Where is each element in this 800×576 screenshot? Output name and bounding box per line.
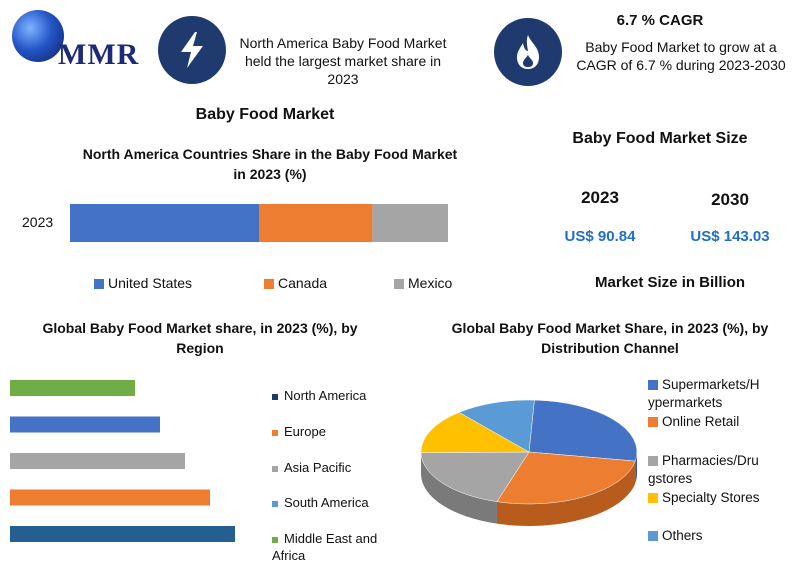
- region-bar-chart: [10, 380, 235, 542]
- legend-others: Others: [648, 528, 703, 543]
- market-size-footer: Market Size in Billion: [594, 274, 746, 291]
- pie-side-1: [496, 461, 636, 526]
- legend-mexico: Mexico: [394, 275, 452, 291]
- legend-swatch: [648, 493, 658, 504]
- legend-specialty-stores: Specialty Stores: [648, 490, 760, 505]
- pie-slice-supermarkets-hypermarkets: [528, 399, 638, 462]
- stacked-segment-mexico: [372, 204, 448, 242]
- pie-chart-title: Global Baby Food Market Share, in 2023 (…: [451, 320, 769, 356]
- legend-swatch: [272, 393, 278, 400]
- cagr-text: Baby Food Market to grow at a CAGR of 6.…: [576, 39, 786, 73]
- region-chart-title: Global Baby Food Market share, in 2023 (…: [42, 320, 358, 356]
- year-2023: 2023: [581, 188, 619, 207]
- legend-supermarkets: Supermarkets/H ypermarkets: [648, 377, 760, 410]
- legend-swatch: [648, 380, 658, 391]
- pie-side-0: [635, 452, 637, 484]
- legend-canada: Canada: [264, 275, 327, 291]
- region-bar-middle-east-and-africa: [10, 380, 135, 396]
- region-bar-south-america: [10, 416, 160, 433]
- legend-south-america: South America: [272, 495, 369, 510]
- legend-online-retail: Online Retail: [648, 414, 739, 429]
- legend-swatch: [272, 429, 278, 436]
- logo-text: MMR: [58, 38, 140, 71]
- legend-swatch: [272, 465, 278, 472]
- region-bar-asia-pacific: [10, 453, 185, 469]
- flame-icon: [494, 18, 562, 86]
- year-2030: 2030: [711, 190, 749, 209]
- legend-north-america: North America: [272, 388, 366, 403]
- stacked-bar-chart: [70, 204, 448, 242]
- stacked-chart-title: North America Countries Share in the Bab…: [82, 146, 458, 182]
- region-bar-europe: [10, 489, 210, 506]
- region-bar-north-america: [10, 526, 235, 542]
- stacked-y-label: 2023: [22, 214, 54, 230]
- cagr-title: 6.7 % CAGR: [616, 12, 704, 29]
- pie-slice-others: [458, 399, 535, 453]
- legend-pharmacies: Pharmacies/Dru gstores: [648, 453, 759, 486]
- market-size-title: Baby Food Market Size: [572, 130, 748, 147]
- pie-slice-online-retail: [496, 451, 636, 505]
- legend-swatch: [648, 417, 658, 428]
- pie-side-2: [421, 452, 497, 524]
- value-2030: US$ 143.03: [690, 228, 770, 245]
- main-title: Baby Food Market: [195, 106, 335, 123]
- legend-swatch: [394, 279, 404, 290]
- legend-swatch: [272, 536, 278, 543]
- legend-swatch: [648, 456, 658, 467]
- mmr-logo: MMR: [8, 8, 148, 78]
- legend-middle-east-africa: Middle East and Africa: [272, 531, 378, 563]
- pie-chart: [420, 399, 638, 526]
- header-left-text: North America Baby Food Market held the …: [239, 35, 447, 87]
- stacked-segment-united-states: [70, 204, 259, 242]
- legend-swatch: [648, 531, 658, 542]
- pie-slice-pharmacies-drugstores: [420, 451, 530, 502]
- legend-swatch: [264, 279, 274, 290]
- legend-swatch: [272, 500, 278, 507]
- legend-swatch: [94, 279, 104, 290]
- legend-europe: Europe: [272, 424, 326, 439]
- globe-icon: [12, 10, 64, 62]
- legend-asia-pacific: Asia Pacific: [272, 460, 351, 475]
- value-2023: US$ 90.84: [564, 228, 636, 245]
- pie-slice-specialty-stores: [420, 412, 530, 453]
- lightning-icon: [158, 16, 226, 84]
- legend-united-states: United States: [94, 275, 192, 291]
- stacked-segment-canada: [259, 204, 373, 242]
